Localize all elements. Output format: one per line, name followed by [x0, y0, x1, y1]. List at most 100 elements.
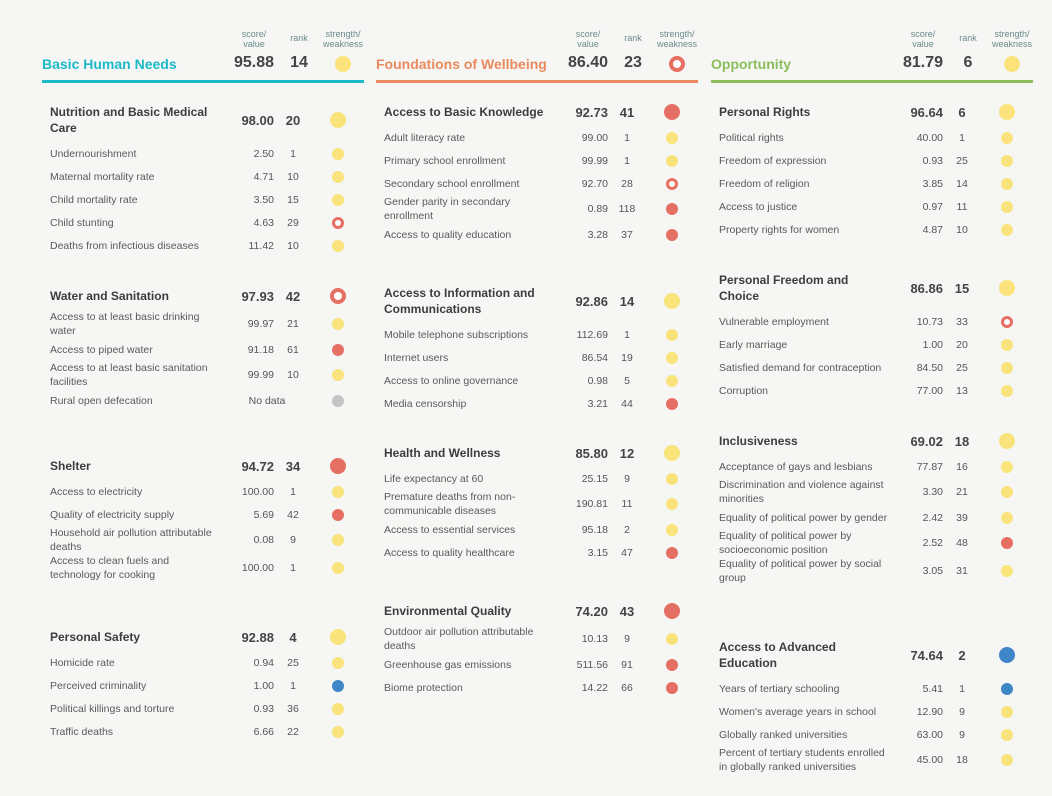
component-block: Personal Rights 96.64 6 Political rights 40.… [719, 104, 1033, 241]
component-header: Access to Advanced Education 74.64 2 [719, 639, 1033, 671]
status-dot-icon [666, 351, 678, 364]
strength-weakness-column-label: strength/ weakness [991, 29, 1033, 49]
indicator-score: 10.13 [581, 633, 608, 645]
component-name: Personal Freedom and Choice [719, 273, 849, 303]
indicator-name: Corruption [719, 384, 769, 397]
component-status [981, 647, 1033, 663]
indicator-status [312, 147, 364, 160]
component-rank: 34 [285, 458, 301, 474]
status-dot-icon [666, 154, 678, 167]
status-dot-icon [332, 508, 344, 521]
indicator-status [312, 562, 364, 574]
indicator-row: Access to quality healthcare 3.15 47 [384, 541, 698, 564]
status-dot-icon [1001, 223, 1013, 236]
indicator-rank: 11 [621, 498, 633, 510]
indicator-rank: 2 [624, 523, 630, 536]
indicator-score: 10.73 [916, 315, 943, 328]
indicator-status [312, 239, 364, 252]
indicator-score: 0.94 [253, 656, 274, 669]
component-rank: 18 [954, 433, 970, 449]
component-score: 92.73 [575, 104, 608, 120]
indicator-score: 3.85 [922, 177, 943, 190]
indicator-row: Child stunting 4.63 29 [50, 211, 364, 234]
indicator-status [312, 216, 364, 229]
indicator-rank: 91 [621, 658, 633, 671]
component-status [312, 112, 364, 128]
status-dot-icon [1001, 154, 1013, 167]
status-dot-icon [332, 656, 344, 669]
component-header: Personal Rights 96.64 6 [719, 104, 1033, 120]
indicator-status [646, 546, 698, 559]
component-header: Personal Safety 92.88 4 [50, 629, 364, 645]
component-rank: 2 [958, 647, 966, 663]
status-dot-icon [666, 397, 678, 410]
status-dot-icon [332, 318, 344, 330]
indicator-name: Child mortality rate [50, 193, 138, 206]
component-block: Health and Wellness 85.80 12 Life expectanc… [384, 445, 698, 564]
indicator-row: Vulnerable employment 10.73 33 [719, 310, 1033, 333]
indicator-name: Globally ranked universities [719, 728, 848, 741]
indicator-row: Discrimination and violence against mino… [719, 478, 1033, 506]
indicator-name: Satisfied demand for contraception [719, 361, 882, 374]
indicator-row: Women's average years in school 12.90 9 [719, 700, 1033, 723]
indicator-row: Adult literacy rate 99.00 1 [384, 126, 698, 149]
indicator-rank: 25 [287, 656, 299, 669]
indicator-rank: 61 [287, 343, 299, 356]
component-status [646, 293, 698, 309]
indicator-rank: 1 [959, 131, 965, 144]
indicator-name: Adult literacy rate [384, 131, 466, 144]
component-score: 74.64 [910, 647, 943, 663]
status-dot-icon [666, 681, 678, 694]
indicator-row: Traffic deaths 6.66 22 [50, 720, 364, 743]
indicator-row: Political killings and torture 0.93 36 [50, 697, 364, 720]
indicator-row: Undernourishment 2.50 1 [50, 142, 364, 165]
status-dot-icon [332, 725, 344, 738]
indicator-score: 4.71 [253, 170, 274, 183]
indicator-rank: 10 [287, 369, 299, 381]
indicator-rank: 22 [287, 725, 299, 738]
component-score: 96.64 [910, 104, 943, 120]
component-header: Nutrition and Basic Medical Care 98.00 20 [50, 104, 364, 136]
indicator-name: Access to electricity [50, 485, 143, 498]
indicator-score: 4.63 [253, 216, 274, 229]
indicator-status [981, 315, 1033, 328]
indicator-row: Years of tertiary schooling 5.41 1 [719, 677, 1033, 700]
dimension-status [335, 56, 351, 72]
status-dot-icon [666, 228, 678, 241]
dimension-rank: 14 [290, 54, 308, 71]
dimension-score: 95.88 [233, 54, 274, 71]
indicator-row: Outdoor air pollution attributable death… [384, 625, 698, 653]
status-dot-icon [332, 239, 344, 252]
indicator-rank: 1 [624, 131, 630, 144]
indicator-score: 84.50 [916, 361, 943, 374]
dimension-rank: 23 [624, 54, 642, 71]
component-status [981, 433, 1033, 449]
indicator-score: 0.98 [587, 374, 608, 387]
indicator-row: Life expectancy at 60 25.15 9 [384, 467, 698, 490]
indicator-rank: 47 [621, 546, 633, 559]
status-dot-icon [1001, 486, 1013, 498]
indicator-score: 190.81 [575, 498, 608, 510]
indicator-rank: 33 [956, 315, 968, 328]
indicator-rank: 1 [290, 147, 296, 160]
indicator-row: Perceived criminality 1.00 1 [50, 674, 364, 697]
indicator-status [646, 658, 698, 671]
indicator-score: 11.42 [248, 239, 275, 252]
indicator-name: Access to essential services [384, 523, 516, 536]
dimension-column: score/ value rank strength/ weakness Basic … [42, 0, 364, 738]
indicator-status [646, 131, 698, 144]
indicator-rank: 20 [956, 338, 968, 351]
indicator-status [646, 228, 698, 241]
component-name: Health and Wellness [384, 446, 501, 460]
status-dot-icon [1001, 511, 1013, 524]
status-dot-icon [332, 562, 344, 574]
indicator-status [312, 725, 364, 738]
indicator-status [646, 351, 698, 364]
dimension-title: Opportunity [711, 56, 792, 72]
indicator-row: Media censorship 3.21 44 [384, 392, 698, 415]
indicator-name: Acceptance of gays and lesbians [719, 460, 873, 473]
component-header: Water and Sanitation 97.93 42 [50, 288, 364, 304]
component-header: Inclusiveness 69.02 18 [719, 433, 1033, 449]
status-dot-icon [1001, 131, 1013, 144]
indicator-name: Greenhouse gas emissions [384, 658, 512, 671]
